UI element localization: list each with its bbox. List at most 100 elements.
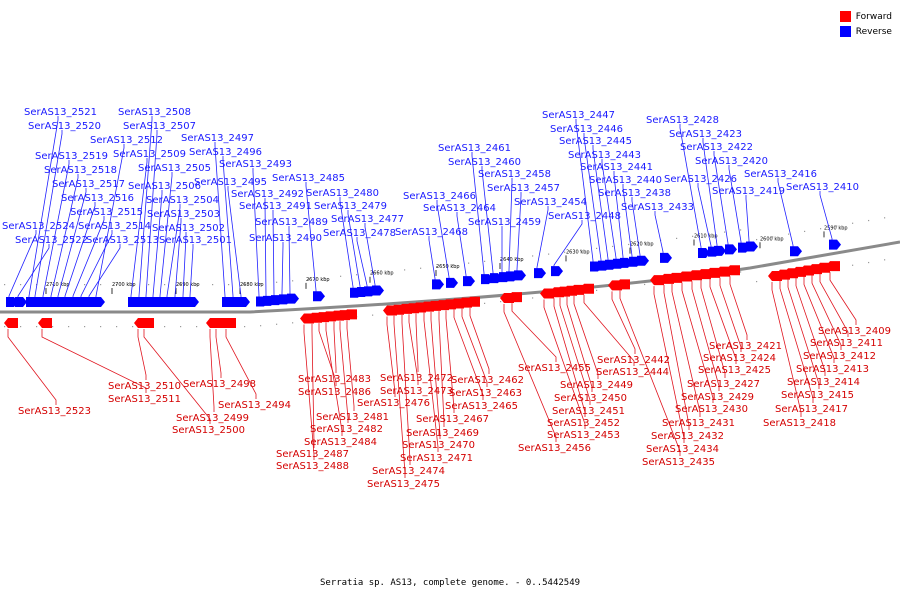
- reverse-gene-label[interactable]: SerAS13_2491: [239, 201, 312, 212]
- reverse-gene-feature[interactable]: [187, 297, 199, 307]
- forward-gene-label[interactable]: SerAS13_2499: [176, 413, 249, 424]
- forward-gene-feature[interactable]: [140, 318, 154, 328]
- reverse-gene-feature[interactable]: [432, 279, 444, 290]
- reverse-gene-label[interactable]: SerAS13_2515: [70, 207, 143, 218]
- forward-gene-label[interactable]: SerAS13_2442: [597, 355, 670, 366]
- forward-gene-label[interactable]: SerAS13_2500: [172, 425, 245, 436]
- forward-gene-label[interactable]: SerAS13_2421: [709, 341, 782, 352]
- reverse-gene-feature[interactable]: [287, 293, 299, 304]
- reverse-gene-label[interactable]: SerAS13_2477: [331, 214, 404, 225]
- forward-gene-label[interactable]: SerAS13_2487: [276, 449, 349, 460]
- reverse-gene-label[interactable]: SerAS13_2518: [44, 165, 117, 176]
- forward-gene-label[interactable]: SerAS13_2431: [662, 418, 735, 429]
- forward-gene-label[interactable]: SerAS13_2510: [108, 381, 181, 392]
- forward-gene-feature[interactable]: [706, 267, 720, 278]
- reverse-gene-label[interactable]: SerAS13_2490: [249, 233, 322, 244]
- forward-gene-feature[interactable]: [343, 309, 357, 320]
- forward-gene-feature[interactable]: [716, 266, 730, 277]
- reverse-gene-label[interactable]: SerAS13_2428: [646, 115, 719, 126]
- reverse-gene-feature[interactable]: [698, 247, 710, 258]
- reverse-gene-label[interactable]: SerAS13_2416: [744, 169, 817, 180]
- forward-gene-label[interactable]: SerAS13_2471: [400, 453, 473, 464]
- reverse-gene-label[interactable]: SerAS13_2479: [314, 201, 387, 212]
- forward-gene-label[interactable]: SerAS13_2498: [183, 379, 256, 390]
- forward-gene-label[interactable]: SerAS13_2449: [560, 380, 633, 391]
- legend-item-reverse[interactable]: Reverse: [839, 24, 892, 39]
- legend-item-forward[interactable]: Forward: [839, 9, 892, 24]
- forward-gene-feature[interactable]: [616, 279, 630, 290]
- reverse-gene-label[interactable]: SerAS13_2501: [159, 235, 232, 246]
- forward-gene-label[interactable]: SerAS13_2435: [642, 457, 715, 468]
- forward-gene-feature[interactable]: [726, 265, 740, 276]
- reverse-gene-label[interactable]: SerAS13_2509: [113, 149, 186, 160]
- forward-gene-label[interactable]: SerAS13_2475: [367, 479, 440, 490]
- forward-gene-feature[interactable]: [222, 318, 236, 328]
- reverse-gene-label[interactable]: SerAS13_2460: [448, 157, 521, 168]
- forward-gene-label[interactable]: SerAS13_2453: [547, 430, 620, 441]
- reverse-gene-label[interactable]: SerAS13_2516: [61, 193, 134, 204]
- reverse-gene-label[interactable]: SerAS13_2489: [255, 217, 328, 228]
- reverse-gene-label[interactable]: SerAS13_2502: [152, 223, 225, 234]
- reverse-gene-label[interactable]: SerAS13_2503: [147, 209, 220, 220]
- reverse-gene-feature[interactable]: [714, 245, 726, 256]
- forward-gene-label[interactable]: SerAS13_2483: [298, 374, 371, 385]
- reverse-gene-label[interactable]: SerAS13_2508: [118, 107, 191, 118]
- forward-gene-label[interactable]: SerAS13_2474: [372, 466, 445, 477]
- forward-gene-feature[interactable]: [570, 284, 584, 295]
- reverse-gene-feature[interactable]: [829, 239, 841, 250]
- reverse-gene-label[interactable]: SerAS13_2522: [15, 235, 88, 246]
- forward-gene-label[interactable]: SerAS13_2413: [796, 364, 869, 375]
- forward-gene-label[interactable]: SerAS13_2494: [218, 400, 291, 411]
- reverse-gene-label[interactable]: SerAS13_2514: [78, 221, 151, 232]
- forward-gene-label[interactable]: SerAS13_2450: [554, 393, 627, 404]
- reverse-gene-feature[interactable]: [551, 266, 563, 277]
- forward-gene-label[interactable]: SerAS13_2429: [681, 392, 754, 403]
- reverse-gene-label[interactable]: SerAS13_2495: [194, 177, 267, 188]
- forward-gene-label[interactable]: SerAS13_2418: [763, 418, 836, 429]
- forward-gene-feature[interactable]: [212, 318, 226, 328]
- reverse-gene-label[interactable]: SerAS13_2443: [568, 150, 641, 161]
- reverse-gene-label[interactable]: SerAS13_2507: [123, 121, 196, 132]
- reverse-gene-feature[interactable]: [446, 277, 458, 288]
- reverse-gene-label[interactable]: SerAS13_2520: [28, 121, 101, 132]
- reverse-gene-label[interactable]: SerAS13_2419: [712, 186, 785, 197]
- forward-gene-feature[interactable]: [580, 283, 594, 294]
- reverse-gene-feature[interactable]: [313, 291, 325, 302]
- reverse-gene-label[interactable]: SerAS13_2512: [90, 135, 163, 146]
- reverse-gene-label[interactable]: SerAS13_2459: [468, 217, 541, 228]
- forward-gene-label[interactable]: SerAS13_2488: [276, 461, 349, 472]
- reverse-gene-label[interactable]: SerAS13_2410: [786, 182, 859, 193]
- reverse-gene-label[interactable]: SerAS13_2496: [189, 147, 262, 158]
- forward-gene-label[interactable]: SerAS13_2434: [646, 444, 719, 455]
- reverse-gene-label[interactable]: SerAS13_2433: [621, 202, 694, 213]
- forward-gene-label[interactable]: SerAS13_2412: [803, 351, 876, 362]
- forward-gene-label[interactable]: SerAS13_2470: [402, 440, 475, 451]
- forward-gene-label[interactable]: SerAS13_2411: [810, 338, 883, 349]
- reverse-gene-feature[interactable]: [725, 244, 737, 255]
- reverse-gene-feature[interactable]: [534, 268, 546, 279]
- forward-gene-label[interactable]: SerAS13_2523: [18, 406, 91, 417]
- reverse-gene-label[interactable]: SerAS13_2485: [272, 173, 345, 184]
- reverse-gene-label[interactable]: SerAS13_2466: [403, 191, 476, 202]
- reverse-gene-label[interactable]: SerAS13_2422: [680, 142, 753, 153]
- reverse-gene-label[interactable]: SerAS13_2438: [598, 188, 671, 199]
- forward-gene-label[interactable]: SerAS13_2481: [316, 412, 389, 423]
- reverse-gene-label[interactable]: SerAS13_2504: [146, 195, 219, 206]
- forward-gene-label[interactable]: SerAS13_2409: [818, 326, 891, 337]
- reverse-gene-feature[interactable]: [790, 246, 802, 257]
- reverse-gene-label[interactable]: SerAS13_2521: [24, 107, 97, 118]
- forward-gene-label[interactable]: SerAS13_2432: [651, 431, 724, 442]
- forward-gene-feature[interactable]: [678, 271, 692, 282]
- reverse-gene-feature[interactable]: [238, 297, 250, 307]
- reverse-gene-feature[interactable]: [746, 241, 758, 252]
- reverse-gene-label[interactable]: SerAS13_2506: [128, 181, 201, 192]
- forward-gene-label[interactable]: SerAS13_2511: [108, 394, 181, 405]
- reverse-gene-feature[interactable]: [93, 297, 105, 307]
- reverse-gene-label[interactable]: SerAS13_2458: [478, 169, 551, 180]
- reverse-gene-feature[interactable]: [15, 297, 27, 307]
- forward-gene-label[interactable]: SerAS13_2463: [449, 388, 522, 399]
- forward-gene-label[interactable]: SerAS13_2465: [445, 401, 518, 412]
- reverse-gene-label[interactable]: SerAS13_2447: [542, 110, 615, 121]
- forward-gene-label[interactable]: SerAS13_2473: [380, 386, 453, 397]
- forward-gene-label[interactable]: SerAS13_2444: [596, 367, 669, 378]
